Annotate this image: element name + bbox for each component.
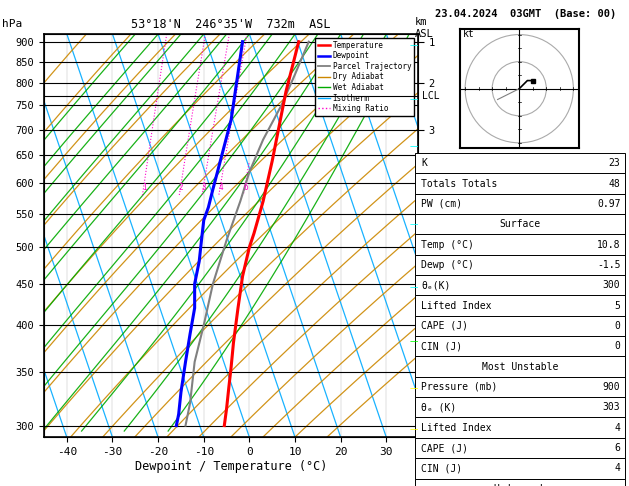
Text: Totals Totals: Totals Totals: [421, 178, 498, 189]
Text: 1: 1: [142, 183, 147, 192]
Text: —: —: [409, 95, 418, 104]
Text: —: —: [409, 41, 418, 51]
Text: 2: 2: [179, 183, 184, 192]
Y-axis label: Mixing Ratio (g/kg): Mixing Ratio (g/kg): [439, 180, 449, 292]
Text: Surface: Surface: [499, 219, 540, 229]
Text: PW (cm): PW (cm): [421, 199, 462, 209]
Text: 3: 3: [202, 183, 206, 192]
Bar: [415, 214, 625, 234]
Legend: Temperature, Dewpoint, Parcel Trajectory, Dry Adiabat, Wet Adiabat, Isotherm, Mi: Temperature, Dewpoint, Parcel Trajectory…: [315, 38, 415, 116]
Text: Temp (°C): Temp (°C): [421, 240, 474, 250]
Text: —: —: [409, 337, 418, 347]
Text: CIN (J): CIN (J): [421, 341, 462, 351]
Text: Lifted Index: Lifted Index: [421, 301, 492, 311]
Text: 23: 23: [609, 158, 620, 168]
Text: CAPE (J): CAPE (J): [421, 321, 469, 331]
Bar: [415, 275, 625, 295]
Text: Most Unstable: Most Unstable: [482, 362, 558, 372]
Text: —: —: [409, 220, 418, 229]
Text: 0: 0: [615, 321, 620, 331]
Text: 6: 6: [243, 183, 248, 192]
Text: kt: kt: [464, 30, 475, 39]
Text: LCL: LCL: [422, 91, 440, 101]
Text: 900: 900: [603, 382, 620, 392]
Bar: [415, 458, 625, 479]
Bar: [415, 174, 625, 194]
Text: 10.8: 10.8: [597, 240, 620, 250]
Bar: [415, 316, 625, 336]
Bar: [415, 357, 625, 377]
Bar: [415, 336, 625, 357]
Text: Hodograph: Hodograph: [493, 484, 547, 486]
Text: 303: 303: [603, 402, 620, 412]
Text: Dewp (°C): Dewp (°C): [421, 260, 474, 270]
Text: θₑ(K): θₑ(K): [421, 280, 451, 290]
Bar: [415, 255, 625, 275]
Text: —: —: [409, 384, 418, 393]
Bar: [415, 417, 625, 438]
Text: —: —: [409, 283, 418, 293]
Text: hPa: hPa: [2, 19, 22, 30]
Text: —: —: [409, 142, 418, 151]
Text: Pressure (mb): Pressure (mb): [421, 382, 498, 392]
Text: 4: 4: [615, 423, 620, 433]
X-axis label: Dewpoint / Temperature (°C): Dewpoint / Temperature (°C): [135, 460, 327, 473]
Text: 6: 6: [615, 443, 620, 453]
Bar: [415, 479, 625, 486]
Text: CIN (J): CIN (J): [421, 463, 462, 473]
Text: θₑ (K): θₑ (K): [421, 402, 457, 412]
Text: km
ASL: km ASL: [415, 17, 434, 38]
Text: K: K: [421, 158, 427, 168]
Bar: [415, 438, 625, 458]
Bar: [415, 194, 625, 214]
Bar: [415, 234, 625, 255]
Text: 0.97: 0.97: [597, 199, 620, 209]
Text: 0: 0: [615, 341, 620, 351]
Text: 5: 5: [615, 301, 620, 311]
Text: -1.5: -1.5: [597, 260, 620, 270]
Text: 4: 4: [615, 463, 620, 473]
Title: 53°18'N  246°35'W  732m  ASL: 53°18'N 246°35'W 732m ASL: [131, 18, 331, 32]
Text: —: —: [409, 425, 418, 434]
Text: 4: 4: [218, 183, 223, 192]
Text: 300: 300: [603, 280, 620, 290]
Bar: [415, 153, 625, 174]
Bar: [415, 377, 625, 397]
Text: CAPE (J): CAPE (J): [421, 443, 469, 453]
Text: Lifted Index: Lifted Index: [421, 423, 492, 433]
Bar: [415, 295, 625, 316]
Bar: [415, 397, 625, 417]
Text: 48: 48: [609, 178, 620, 189]
Text: 23.04.2024  03GMT  (Base: 00): 23.04.2024 03GMT (Base: 00): [435, 9, 616, 19]
